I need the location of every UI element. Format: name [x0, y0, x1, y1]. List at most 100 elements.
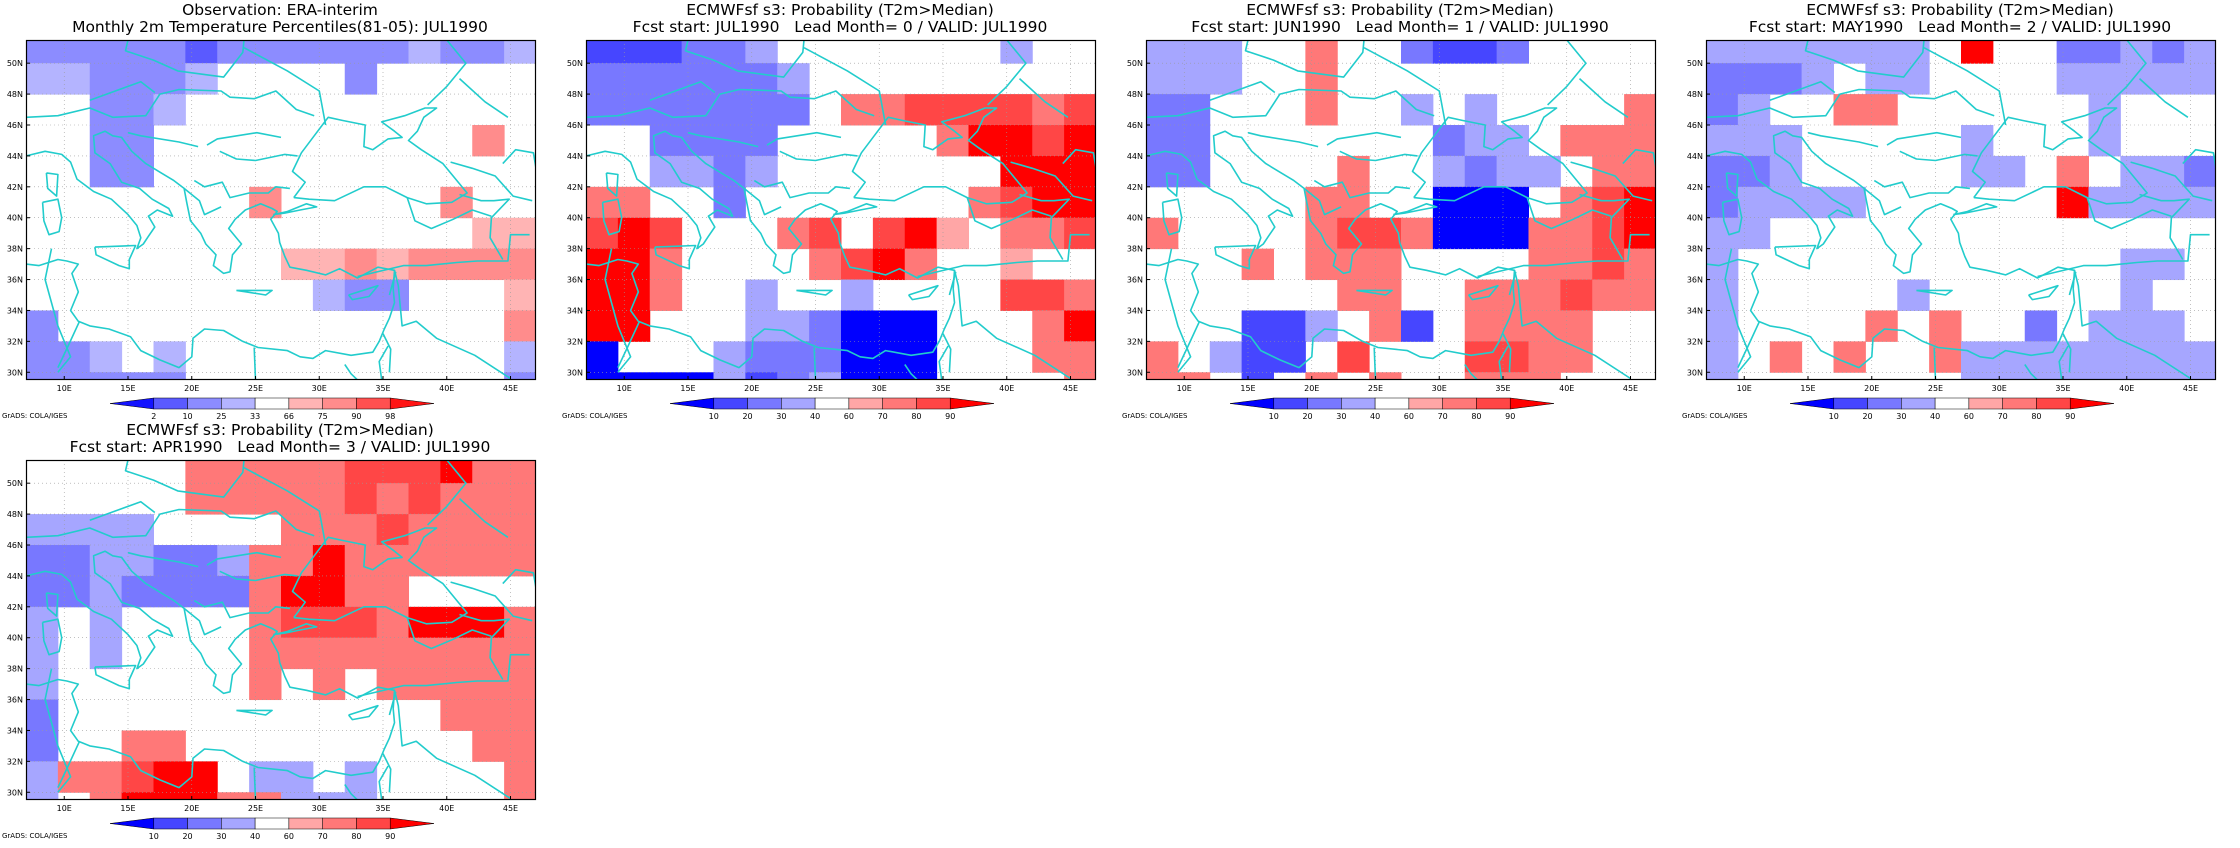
colorbar-segment	[1273, 397, 1308, 410]
colorbar-segment	[669, 397, 715, 410]
coastline	[1010, 161, 1093, 202]
grid-cell	[1624, 155, 1656, 188]
lat-tick-label: 48N	[7, 510, 23, 519]
lat-tick-label: 46N	[7, 121, 23, 130]
colorbar-label: 10	[1269, 412, 1279, 421]
coastline	[291, 527, 468, 625]
grid-cell	[217, 792, 250, 800]
grid-cell	[617, 248, 651, 281]
grid-cell	[121, 125, 154, 157]
coastline	[26, 130, 396, 369]
coastline	[1062, 148, 1096, 169]
grid-cell	[1464, 186, 1498, 219]
lat-tick-label: 36N	[7, 696, 23, 705]
coastline	[183, 187, 222, 216]
grid-cell	[504, 460, 536, 484]
grid-cell	[1273, 310, 1306, 342]
coastline	[1579, 193, 1631, 260]
coastline	[193, 179, 290, 199]
coastline	[459, 613, 511, 680]
grid-cell	[312, 668, 346, 701]
grid-cell	[1146, 63, 1179, 95]
colorbar-label: 80	[351, 832, 361, 841]
grid-cell	[26, 761, 59, 793]
panel-title-line1: ECMWFsf s3: Probability (T2m>Median)	[1806, 1, 2114, 19]
grid-cell	[376, 248, 409, 281]
grid-cell	[1000, 279, 1033, 311]
lon-tick-label: 10E	[57, 804, 72, 813]
grid-cell	[1432, 125, 1466, 157]
grid-cell	[1737, 125, 1771, 157]
grads-credit: GrADS: COLA/IGES	[1122, 412, 1188, 420]
coastline	[382, 753, 392, 793]
coastline	[617, 320, 641, 368]
lon-tick-label: 45E	[503, 804, 518, 813]
grid-cell	[1464, 310, 1498, 342]
colorbar-segment	[1408, 397, 1443, 410]
grid-cell	[1929, 434, 1961, 465]
grid-cell	[2120, 341, 2153, 373]
grid-cell	[1464, 155, 1498, 188]
lon-tick-label: 30E	[1992, 384, 2007, 393]
grid-cell	[1146, 40, 1179, 64]
grid-cell	[26, 730, 59, 762]
coastline	[753, 179, 850, 199]
grid-cell	[2120, 403, 2152, 434]
lon-tick-label: 15E	[120, 384, 135, 393]
coastline	[388, 271, 397, 296]
grid-cell	[1464, 341, 1498, 373]
grid-cell	[1706, 40, 1739, 64]
grid-cell	[281, 792, 314, 800]
coastline	[273, 623, 318, 636]
grid-cell	[89, 63, 123, 95]
grid-cell	[504, 372, 536, 380]
grid-cell	[312, 606, 346, 639]
grid-cell	[472, 699, 505, 731]
colorbar-label: 2	[151, 412, 156, 421]
grid-cell	[1146, 434, 1178, 465]
grid-cell	[617, 63, 651, 95]
coastline	[1724, 248, 1752, 373]
grid-cell	[249, 40, 282, 64]
grid-cell	[57, 545, 91, 577]
coastline	[1706, 130, 2076, 369]
grid-cell	[185, 40, 218, 64]
grid-cell	[777, 341, 810, 373]
grid-cell	[121, 63, 154, 95]
grid-cell	[1000, 403, 1032, 434]
lat-tick-label: 40N	[7, 634, 23, 643]
coastline	[1146, 88, 1435, 119]
colorbar-segment	[288, 397, 323, 410]
grid-cell	[1706, 63, 1739, 95]
grid-cell	[344, 63, 378, 95]
coastline	[388, 691, 397, 716]
grid-cell	[1146, 125, 1179, 157]
grid-cell	[121, 514, 154, 546]
lat-tick-label: 44N	[7, 152, 23, 161]
coastline	[1164, 248, 1192, 373]
colorbar-segment	[1789, 397, 1835, 410]
grid-cell	[745, 40, 778, 64]
grid-cell	[1146, 94, 1179, 126]
colorbar-label: 20	[742, 412, 752, 421]
grid-cell	[2184, 434, 2216, 465]
grid-cell	[1706, 341, 1739, 373]
grid-cell	[2184, 403, 2216, 434]
colorbar-segment	[254, 817, 290, 830]
grid-cell	[121, 730, 154, 762]
coastline	[347, 704, 379, 721]
grid-cell	[1737, 186, 1771, 219]
grid-cell	[904, 372, 938, 380]
grid-cell	[1032, 279, 1065, 311]
grid-cell	[745, 94, 778, 126]
lat-tick-label: 38N	[1127, 245, 1143, 254]
grid-cell	[408, 460, 441, 484]
grid-cell	[2152, 155, 2185, 188]
grid-cell	[2152, 372, 2185, 380]
grid-cell	[1624, 94, 1656, 126]
colorbar-segment	[254, 397, 290, 410]
lon-tick-label: 10E	[1177, 384, 1192, 393]
lat-tick-label: 46N	[567, 121, 583, 130]
grid-cell	[2056, 155, 2089, 188]
grid-cell	[57, 63, 91, 95]
